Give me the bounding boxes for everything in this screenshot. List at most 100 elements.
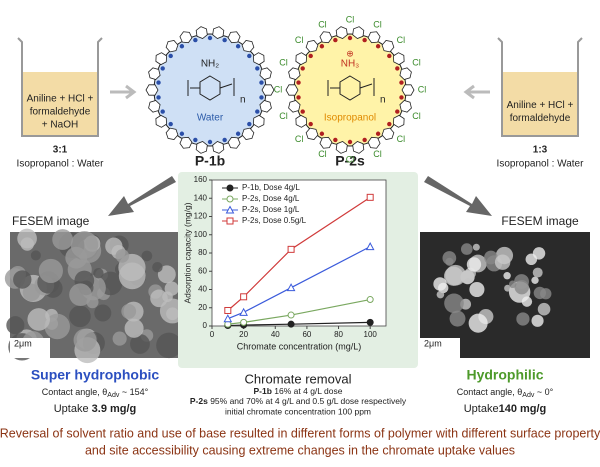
grain bbox=[445, 257, 454, 266]
hexagon bbox=[241, 127, 255, 140]
site bbox=[375, 44, 381, 49]
hexagon bbox=[148, 67, 161, 80]
hexagon bbox=[253, 114, 265, 128]
site bbox=[259, 95, 264, 100]
grain bbox=[468, 313, 488, 333]
hexagon bbox=[165, 127, 179, 140]
charge: ⊕ bbox=[346, 48, 354, 58]
cl-label: Cl bbox=[318, 20, 327, 30]
site bbox=[156, 80, 161, 85]
hexagon bbox=[319, 136, 333, 149]
grain bbox=[466, 257, 482, 272]
cl-label: Cl bbox=[397, 35, 406, 45]
marker bbox=[224, 306, 232, 314]
site bbox=[333, 37, 338, 43]
uptake: Uptake140 mg/g bbox=[464, 403, 547, 415]
site bbox=[347, 35, 353, 41]
site bbox=[179, 44, 185, 49]
hexagon bbox=[259, 100, 272, 113]
polymer-rings bbox=[145, 26, 415, 154]
arrow bbox=[108, 176, 176, 216]
y-tick-label: 160 bbox=[194, 175, 208, 184]
marker bbox=[366, 318, 374, 326]
site bbox=[222, 37, 227, 43]
site bbox=[308, 53, 313, 59]
site bbox=[207, 139, 213, 145]
scale-label: 2μm bbox=[14, 338, 32, 348]
series-line bbox=[227, 321, 371, 327]
marker bbox=[366, 193, 374, 201]
hexagon bbox=[253, 52, 265, 66]
marker bbox=[366, 296, 374, 304]
uptake: Uptake 3.9 mg/g bbox=[54, 403, 137, 415]
hexagon bbox=[305, 127, 319, 140]
hexagon bbox=[399, 67, 412, 80]
site bbox=[235, 44, 241, 49]
cl-label: Cl bbox=[274, 84, 283, 94]
hexagon bbox=[212, 141, 225, 154]
hexagon bbox=[148, 100, 161, 113]
hexagon bbox=[285, 84, 299, 96]
grain bbox=[532, 247, 546, 260]
grain bbox=[141, 250, 153, 262]
hexagon bbox=[393, 114, 405, 128]
grain bbox=[521, 296, 533, 307]
site bbox=[347, 139, 353, 145]
x-tick-label: 100 bbox=[364, 330, 378, 339]
grain bbox=[65, 246, 88, 269]
footer: and site accessibility causing extreme c… bbox=[85, 443, 515, 457]
cl-label: Cl bbox=[412, 111, 421, 121]
site bbox=[319, 131, 325, 136]
legend-marker bbox=[226, 195, 234, 203]
site bbox=[255, 109, 260, 114]
grain bbox=[121, 304, 137, 319]
y-tick-label: 80 bbox=[198, 248, 207, 257]
grain bbox=[162, 291, 173, 303]
site bbox=[160, 66, 165, 71]
property: Super hydrophobic bbox=[31, 367, 160, 383]
hexagon bbox=[261, 84, 275, 96]
site bbox=[168, 53, 173, 59]
polymer-name: P-2s bbox=[335, 153, 365, 169]
note: P-1b 16% at 4 g/L dose bbox=[254, 386, 343, 396]
chart-title: Chromate removal bbox=[245, 371, 352, 386]
site bbox=[247, 121, 252, 127]
site bbox=[193, 137, 198, 143]
cl-label: Cl bbox=[412, 58, 421, 68]
site bbox=[362, 137, 367, 143]
grain bbox=[73, 328, 97, 352]
image-label: FESEM image bbox=[501, 214, 579, 228]
grain bbox=[130, 334, 150, 354]
property: Hydrophilic bbox=[466, 367, 543, 383]
grain bbox=[20, 237, 34, 251]
legend-marker bbox=[226, 217, 234, 225]
grain bbox=[531, 276, 539, 284]
site bbox=[255, 66, 260, 71]
marker bbox=[240, 293, 248, 301]
hexagon bbox=[155, 52, 167, 66]
cl-label: Cl bbox=[373, 20, 382, 30]
y-tick-label: 20 bbox=[198, 303, 207, 312]
arrow bbox=[110, 84, 137, 100]
monomer bbox=[187, 75, 375, 101]
grain bbox=[93, 267, 104, 279]
hexagon bbox=[381, 127, 395, 140]
site bbox=[300, 66, 305, 71]
recipe-line: Aniline + HCl + bbox=[507, 100, 574, 111]
hexagon bbox=[288, 100, 301, 113]
x-tick-label: 0 bbox=[210, 330, 215, 339]
y-tick-label: 40 bbox=[198, 285, 207, 294]
contact-angle: Contact angle, θAdv ~ 154° bbox=[42, 387, 149, 398]
ratio: 3:1 bbox=[53, 145, 68, 156]
hexagon bbox=[259, 67, 272, 80]
amine: NH₃ bbox=[341, 59, 360, 70]
site bbox=[259, 80, 264, 85]
note: initial chromate concentration 100 ppm bbox=[225, 406, 371, 416]
grain bbox=[532, 267, 543, 278]
y-tick-label: 0 bbox=[203, 321, 208, 330]
medium: Isopropanol bbox=[324, 113, 376, 124]
marker bbox=[286, 283, 296, 292]
ratio: 1:3 bbox=[533, 145, 548, 156]
